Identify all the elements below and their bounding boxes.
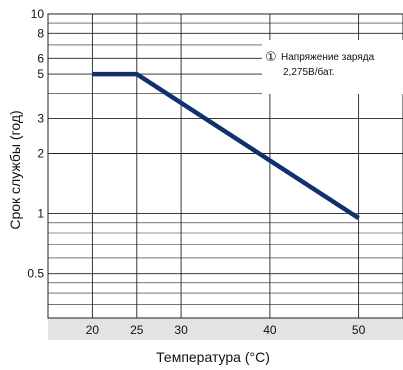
- x-tick-label: 20: [86, 323, 100, 337]
- y-tick-label: 1: [37, 207, 44, 221]
- plot-frame: [47, 13, 403, 319]
- x-tick-label: 40: [263, 323, 277, 337]
- y-tick-label: 10: [31, 7, 45, 21]
- y-tick-labels: 0.5 1 2 3 5 6 8 10: [27, 7, 44, 281]
- y-tick-label: 6: [37, 51, 44, 65]
- y-tick-label: 3: [37, 111, 44, 125]
- x-tick-label: 25: [130, 323, 144, 337]
- annotation-marker: ①: [265, 50, 277, 65]
- y-tick-label: 2: [37, 147, 44, 161]
- x-tick-labels: 20 25 30 40 50: [86, 323, 366, 337]
- annotation-line-2: 2,275В/бат.: [283, 66, 335, 78]
- y-axis-title: Срок службы (год): [7, 110, 23, 229]
- annotation-box: [262, 40, 403, 94]
- x-tick-label: 30: [174, 323, 188, 337]
- y-tick-label: 8: [37, 26, 44, 40]
- x-axis-title: Температура (°C): [156, 349, 270, 365]
- bottom-band: [48, 318, 403, 340]
- y-tick-label: 0.5: [27, 267, 44, 281]
- annotation-line-1: Напряжение заряда: [281, 52, 375, 63]
- x-tick-label: 50: [352, 323, 366, 337]
- series-line: [92, 71, 360, 220]
- series: [92, 71, 360, 220]
- y-tick-label: 5: [37, 67, 44, 81]
- annotation: ① Напряжение заряда 2,275В/бат.: [262, 40, 403, 94]
